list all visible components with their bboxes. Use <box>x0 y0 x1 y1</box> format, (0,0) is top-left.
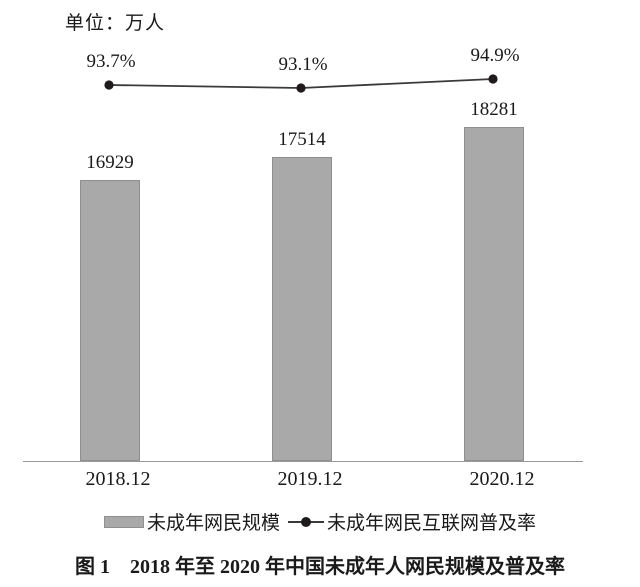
bar-2019.12 <box>272 156 332 461</box>
legend: 未成年网民规模 未成年网民互联网普及率 <box>0 508 640 535</box>
x-axis-label: 2019.12 <box>277 468 343 490</box>
unit-label: 单位：万人 <box>65 13 166 34</box>
line-point <box>104 80 114 90</box>
legend-line-label: 未成年网民互联网普及率 <box>327 513 537 534</box>
line-point <box>488 74 498 84</box>
x-axis <box>23 461 583 462</box>
line-marker-dot <box>301 516 311 527</box>
legend-item-bar: 未成年网民规模 <box>103 508 280 535</box>
line-marker-icon <box>288 516 324 528</box>
bar-2020.12 <box>464 126 524 461</box>
figure-caption: 图 1 2018 年至 2020 年中国未成年人网民规模及普及率 <box>75 556 565 578</box>
bar-swatch-icon <box>103 515 144 528</box>
x-axis-label: 2020.12 <box>469 468 535 490</box>
bar-2018.12 <box>80 179 140 461</box>
line-point <box>296 83 306 93</box>
pct-label: 94.9% <box>470 45 520 66</box>
legend-item-line: 未成年网民互联网普及率 <box>288 508 536 535</box>
pct-label: 93.1% <box>278 54 328 75</box>
x-axis-label: 2018.12 <box>85 468 151 490</box>
bar-value-label: 16929 <box>86 151 134 173</box>
bar-value-label: 18281 <box>470 98 518 120</box>
pct-label: 93.7% <box>86 51 136 72</box>
legend-bar-label: 未成年网民规模 <box>146 513 280 534</box>
bar-value-label: 17514 <box>278 128 326 150</box>
